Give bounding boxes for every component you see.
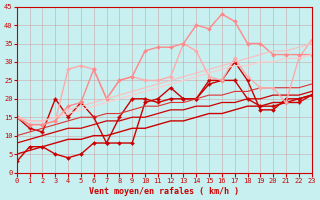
- X-axis label: Vent moyen/en rafales ( km/h ): Vent moyen/en rafales ( km/h ): [89, 187, 239, 196]
